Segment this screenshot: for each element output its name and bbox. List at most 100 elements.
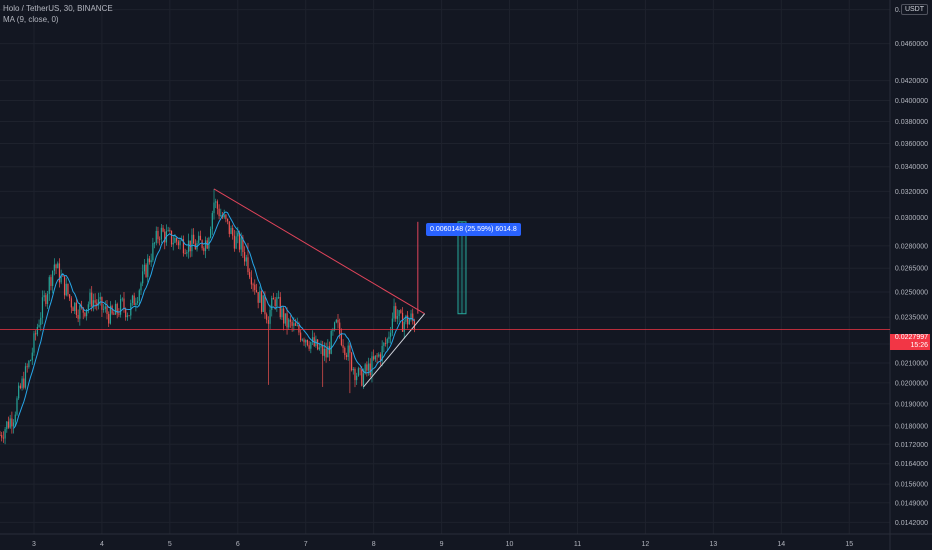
candle-body	[257, 292, 259, 303]
candle-body	[164, 231, 166, 243]
candle-body	[29, 360, 32, 362]
candle-body	[89, 292, 91, 305]
candle-body	[400, 310, 402, 313]
candle-body	[245, 257, 247, 262]
indicator-legend[interactable]: MA (9, close, 0)	[3, 15, 59, 24]
candle-body	[79, 305, 81, 319]
candle-body	[252, 284, 254, 286]
time-tick-label: 6	[236, 541, 240, 548]
candle-body	[310, 342, 312, 349]
candle-body	[103, 308, 105, 310]
price-tick-label: 0.0235000	[895, 315, 928, 322]
candle-body	[226, 218, 229, 222]
candle-body	[35, 333, 37, 335]
candle-body	[1, 435, 3, 438]
candle-body	[153, 242, 156, 244]
candle-body	[330, 330, 332, 354]
candle-body	[174, 237, 176, 243]
currency-badge[interactable]: USDT	[900, 4, 928, 15]
candle-body	[199, 235, 202, 241]
candle-body	[255, 290, 258, 293]
candle-body	[57, 263, 59, 269]
candle-body	[106, 306, 108, 315]
candle-body	[350, 352, 353, 371]
candle-body	[2, 437, 4, 439]
candle-body	[123, 298, 125, 309]
candle-body	[298, 324, 300, 333]
candle-body	[177, 241, 179, 246]
candle-body	[366, 364, 368, 371]
candle-body	[374, 355, 376, 360]
candle-body	[55, 264, 57, 269]
candle-body	[218, 208, 220, 217]
bar-countdown: 15:26	[910, 342, 928, 349]
candle-body	[390, 332, 392, 337]
candle-body	[167, 230, 169, 232]
candle-body	[383, 343, 385, 346]
price-tick-label: 0.0210000	[895, 360, 928, 367]
candle-body	[131, 295, 134, 303]
candle-body	[373, 356, 375, 360]
candle-body	[41, 297, 44, 318]
candle-body	[133, 295, 135, 306]
price-tick-label: 0.0180000	[895, 423, 928, 430]
candle-body	[160, 227, 162, 240]
candle-body	[395, 306, 397, 319]
candle-body	[38, 324, 40, 327]
candle-body	[21, 378, 23, 389]
candle-body	[211, 213, 213, 229]
candle-body	[393, 306, 395, 319]
candle-body	[301, 339, 303, 341]
time-tick-label: 9	[440, 541, 444, 548]
candle-body	[379, 354, 382, 361]
candle-body	[344, 347, 346, 356]
time-tick-label: 5	[168, 541, 172, 548]
candle-body	[274, 299, 276, 307]
time-tick-label: 10	[506, 541, 514, 548]
candle-body	[333, 322, 336, 330]
candle-body	[339, 322, 341, 334]
candle-body	[58, 263, 61, 283]
candle-body	[91, 292, 93, 307]
candle-body	[86, 309, 88, 317]
candle-body	[159, 239, 161, 241]
candle-body	[296, 324, 298, 326]
price-tick-label: 0.0300000	[895, 215, 928, 222]
candle-body	[398, 310, 400, 317]
candle-body	[276, 297, 278, 307]
candle-body	[220, 215, 222, 217]
candle-body	[14, 414, 16, 423]
price-tick-label: 0.0142000	[895, 520, 928, 527]
candle-body	[62, 275, 64, 277]
candle-body	[361, 369, 363, 386]
candle-body	[283, 308, 285, 324]
candle-body	[311, 337, 314, 343]
candle-body	[94, 300, 96, 303]
candle-body	[264, 295, 266, 315]
candle-body	[125, 308, 127, 318]
candle-body	[19, 385, 21, 389]
price-tick-label: 0.0265000	[895, 266, 928, 273]
candle-body	[354, 368, 356, 381]
candle-body	[179, 240, 181, 246]
price-tick-label: 0.0164000	[895, 461, 928, 468]
candle-body	[396, 316, 399, 319]
candle-body	[108, 314, 110, 324]
candle-body	[240, 237, 242, 250]
candle-body	[337, 319, 339, 323]
candle-body	[70, 298, 72, 308]
candle-body	[136, 300, 139, 303]
candle-body	[63, 276, 66, 296]
candle-body	[388, 336, 390, 340]
symbol-legend[interactable]: Holo / TetherUS, 30, BINANCE	[3, 4, 113, 13]
time-tick-label: 15	[845, 541, 853, 548]
candle-body	[243, 252, 246, 262]
candle-body	[262, 295, 264, 312]
candle-body	[286, 313, 288, 328]
candle-body	[364, 364, 366, 374]
candle-body	[52, 270, 54, 287]
candle-body	[342, 345, 344, 348]
candle-body	[31, 352, 33, 361]
candle-body	[114, 303, 117, 315]
